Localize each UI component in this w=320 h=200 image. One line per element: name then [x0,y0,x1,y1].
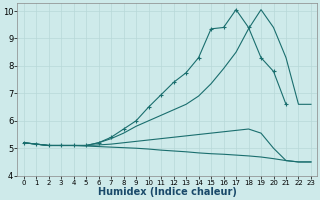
X-axis label: Humidex (Indice chaleur): Humidex (Indice chaleur) [98,187,237,197]
